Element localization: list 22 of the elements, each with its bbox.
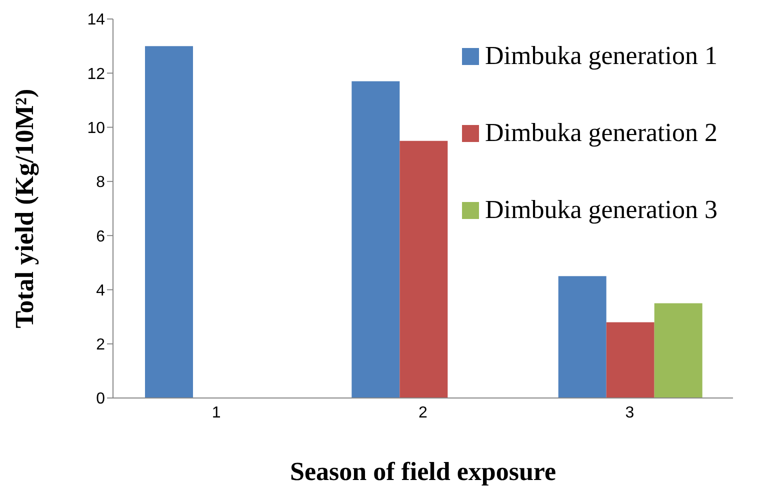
y-axis-title: Total yield (Kg/10M²) [10, 88, 40, 328]
legend-label: Dimbuka generation 1 [485, 41, 718, 71]
y-tick-label: 0 [96, 390, 106, 408]
y-tick-label: 12 [87, 66, 106, 83]
y-tick-label: 14 [87, 12, 106, 29]
bar [558, 276, 606, 398]
legend-label: Dimbuka generation 3 [485, 195, 718, 225]
bar [145, 46, 193, 398]
y-tick-label: 8 [96, 174, 106, 192]
bar [606, 322, 654, 398]
legend-label: Dimbuka generation 2 [485, 118, 718, 148]
y-tick-label: 2 [96, 336, 106, 354]
x-tick-label: 2 [418, 404, 428, 422]
y-tick-label: 6 [96, 228, 106, 246]
x-axis-title: Season of field exposure [290, 457, 556, 486]
bar [352, 81, 400, 398]
y-tick-label: 4 [96, 282, 106, 300]
bar [400, 140, 448, 398]
x-tick-label: 1 [212, 404, 221, 422]
bar [654, 303, 702, 398]
x-tick-label: 3 [625, 404, 634, 422]
y-tick-label: 10 [87, 120, 106, 137]
